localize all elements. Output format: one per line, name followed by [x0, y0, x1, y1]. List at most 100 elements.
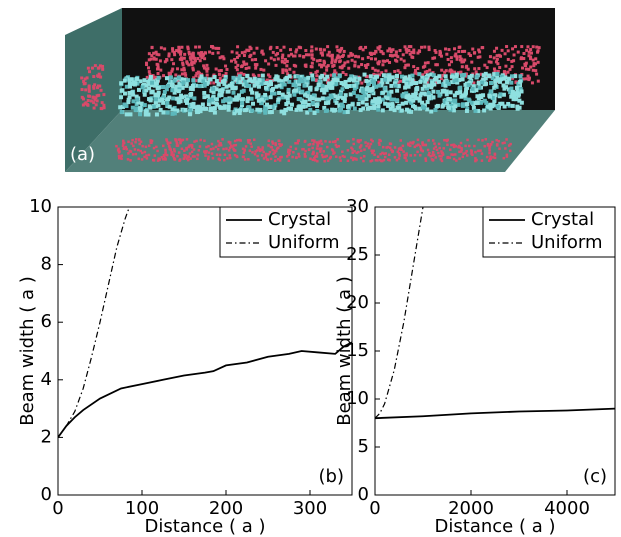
- lattice-dot: [344, 73, 347, 76]
- lattice-dot: [470, 149, 473, 152]
- lattice-dot: [425, 77, 429, 81]
- lattice-dot: [118, 105, 122, 109]
- lattice-dot: [324, 140, 327, 143]
- lattice-dot: [270, 158, 273, 161]
- lattice-dot: [456, 91, 460, 95]
- lattice-dot: [496, 54, 499, 57]
- lattice-dot: [335, 144, 338, 147]
- lattice-dot: [289, 48, 292, 51]
- lattice-dot: [304, 153, 307, 156]
- lattice-dot: [474, 88, 478, 92]
- lattice-dot: [287, 149, 290, 152]
- lattice-dot: [422, 66, 425, 69]
- lattice-dot: [335, 101, 339, 105]
- lattice-dot: [186, 62, 189, 65]
- lattice-dot: [297, 139, 300, 142]
- lattice-dot: [537, 80, 540, 83]
- lattice-dot: [222, 79, 226, 83]
- lattice-dot: [405, 152, 408, 155]
- lattice-dot: [156, 68, 159, 71]
- lattice-dot: [477, 67, 480, 70]
- lattice-dot: [97, 67, 100, 70]
- lattice-dot: [175, 49, 178, 52]
- lattice-dot: [185, 147, 188, 150]
- lattice-dot: [242, 155, 245, 158]
- lattice-dot: [326, 54, 329, 57]
- lattice-dot: [178, 151, 181, 154]
- lattice-dot: [443, 71, 446, 74]
- lattice-dot: [255, 47, 258, 50]
- lattice-dot: [310, 73, 314, 77]
- lattice-dot: [185, 157, 188, 160]
- lattice-dot: [216, 154, 219, 157]
- lattice-dot: [331, 148, 334, 151]
- lattice-dot: [271, 140, 274, 143]
- lattice-dot: [347, 55, 350, 58]
- lattice-dot: [307, 144, 310, 147]
- lattice-dot: [256, 155, 259, 158]
- lattice-dot: [227, 105, 231, 109]
- lattice-dot: [159, 69, 162, 72]
- lattice-dot: [513, 53, 516, 56]
- lattice-dot: [364, 64, 367, 67]
- lattice-dot: [177, 89, 181, 93]
- lattice-dot: [247, 66, 250, 69]
- lattice-dot: [493, 67, 496, 70]
- lattice-dot: [368, 145, 371, 148]
- lattice-dot: [328, 51, 331, 54]
- lattice-dot: [514, 45, 517, 48]
- lattice-dot: [509, 68, 512, 71]
- lattice-dot: [129, 159, 132, 162]
- lattice-dot: [361, 106, 365, 110]
- lattice-dot: [119, 95, 123, 99]
- lattice-dot: [231, 50, 234, 53]
- lattice-dot: [298, 46, 301, 49]
- lattice-dot: [315, 74, 318, 77]
- lattice-dot: [462, 94, 466, 98]
- lattice-dot: [509, 150, 512, 153]
- lattice-dot: [257, 74, 260, 77]
- lattice-dot: [326, 146, 329, 149]
- lattice-dot: [458, 157, 461, 160]
- lattice-dot: [398, 154, 401, 157]
- lattice-dot: [207, 158, 210, 161]
- lattice-dot: [164, 149, 167, 152]
- lattice-dot: [173, 150, 176, 153]
- lattice-dot: [137, 149, 140, 152]
- lattice-dot: [475, 75, 479, 79]
- lattice-dot: [497, 140, 500, 143]
- lattice-dot: [118, 150, 121, 153]
- lattice-dot: [135, 153, 138, 156]
- lattice-dot: [141, 158, 144, 161]
- lattice-dot: [437, 152, 440, 155]
- lattice-dot: [491, 141, 494, 144]
- lattice-dot: [88, 87, 91, 90]
- lattice-dot: [218, 144, 221, 147]
- lattice-dot: [352, 159, 355, 162]
- lattice-dot: [162, 145, 165, 148]
- lattice-dot: [148, 70, 151, 73]
- lattice-dot: [277, 84, 281, 88]
- lattice-dot: [120, 157, 123, 160]
- lattice-dot: [160, 46, 163, 49]
- lattice-dot: [199, 59, 202, 62]
- lattice-dot: [411, 142, 414, 145]
- lattice-dot: [493, 50, 496, 53]
- lattice-dot: [423, 46, 426, 49]
- lattice-dot: [314, 87, 318, 91]
- lattice-dot: [308, 86, 312, 90]
- lattice-dot: [281, 68, 284, 71]
- lattice-dot: [333, 108, 337, 112]
- lattice-dot: [188, 93, 192, 97]
- lattice-dot: [297, 153, 300, 156]
- lattice-dot: [410, 78, 414, 82]
- lattice-dot: [127, 152, 130, 155]
- lattice-dot: [440, 69, 443, 72]
- lattice-dot: [138, 112, 142, 116]
- lattice-dot: [456, 58, 459, 61]
- lattice-dot: [235, 109, 239, 113]
- lattice-dot: [301, 105, 305, 109]
- lattice-dot: [424, 62, 427, 65]
- lattice-dot: [527, 68, 530, 71]
- lattice-dot: [489, 81, 493, 85]
